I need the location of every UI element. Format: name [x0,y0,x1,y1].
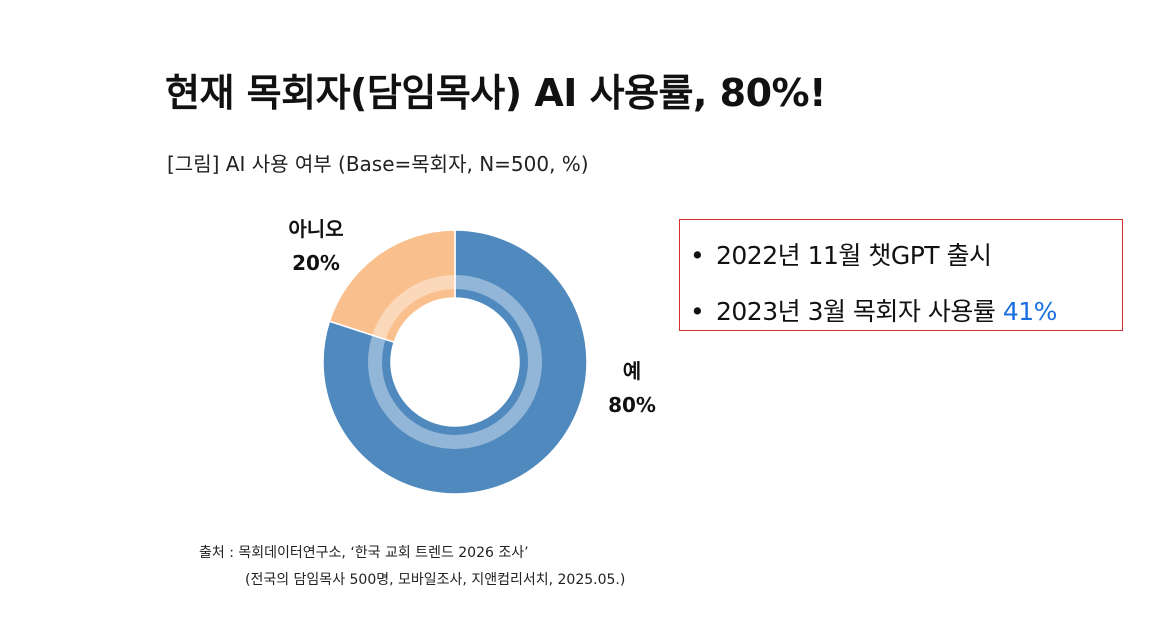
page-title: 현재 목회자(담임목사) AI 사용률, 80%! [165,71,826,115]
info-item: • 2023년 3월 목회자 사용률 41% [690,292,1057,328]
info-item: • 2022년 11월 챗GPT 출시 [690,236,992,272]
slice-value-no: 20% [292,251,340,275]
chart-subtitle: [그림] AI 사용 여부 (Base=목회자, N=500, %) [167,152,589,176]
source-citation: 출처 : 목회데이터연구소, ‘한국 교회 트렌드 2026 조사’ [199,545,529,561]
donut-slices [322,229,588,495]
slice-value-yes: 80% [608,393,656,417]
slice-label-yes: 예 [623,359,641,383]
info-item-text: 2022년 11월 챗GPT 출시 [716,241,992,270]
donut-highlight-ring [368,275,542,449]
info-item-text: 2023년 3월 목회자 사용률 [716,297,1003,326]
donut-slice-yes [322,229,588,495]
slice-label-no: 아니오 [288,217,343,241]
bullet: • [690,241,705,270]
info-box: • 2022년 11월 챗GPT 출시 • 2023년 3월 목회자 사용률 41% [679,219,1123,331]
source-detail: (전국의 담임목사 500명, 모바일조사, 지앤컴리서치, 2025.05.) [245,572,626,588]
info-item-highlight: 41% [1002,297,1058,326]
donut-slice-no [328,229,456,344]
bullet: • [690,297,705,326]
